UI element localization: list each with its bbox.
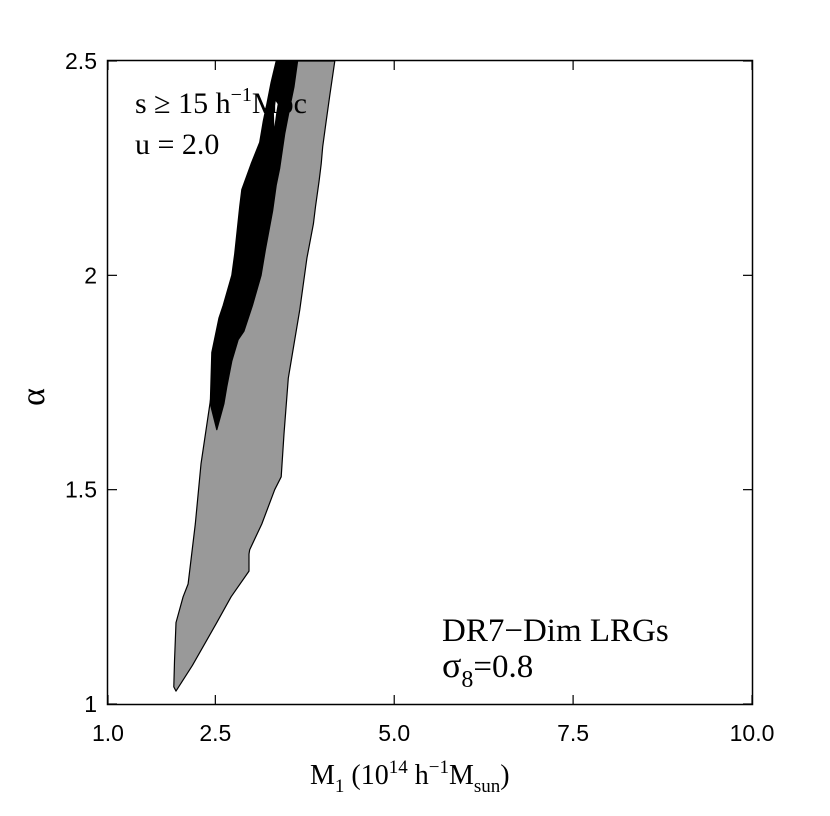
annotation-sigma8: σ8=0.8: [442, 645, 533, 693]
y-tick-label: 1.5: [65, 477, 97, 503]
y-axis-label: α: [15, 388, 52, 406]
annotation-u: u = 2.0: [135, 128, 219, 161]
plot-frame: [106, 59, 754, 706]
contour-layer: [173, 60, 336, 692]
x-tick-label: 5.0: [378, 720, 410, 746]
x-tick-label: 10.0: [730, 720, 775, 746]
outer-contour-region: [173, 60, 336, 692]
y-tick-label: 2.5: [65, 48, 97, 74]
tick-layer: 1.0 2.5 5.0 7.5 10.0 1 1.5 2 2.5: [65, 48, 774, 746]
x-tick-label: 2.5: [199, 720, 231, 746]
x-tick-label: 7.5: [557, 720, 589, 746]
y-tick-label: 1: [84, 691, 97, 717]
peak-region: [272, 98, 279, 135]
x-tick-label: 1.0: [92, 720, 124, 746]
y-tick-label: 2: [84, 262, 97, 288]
annotation-separation: s ≥ 15 h−1Mpc: [135, 84, 307, 120]
x-axis-label: M1 (1014 h−1Msun): [310, 757, 510, 797]
annotation-sample: DR7−Dim LRGs: [442, 613, 669, 649]
